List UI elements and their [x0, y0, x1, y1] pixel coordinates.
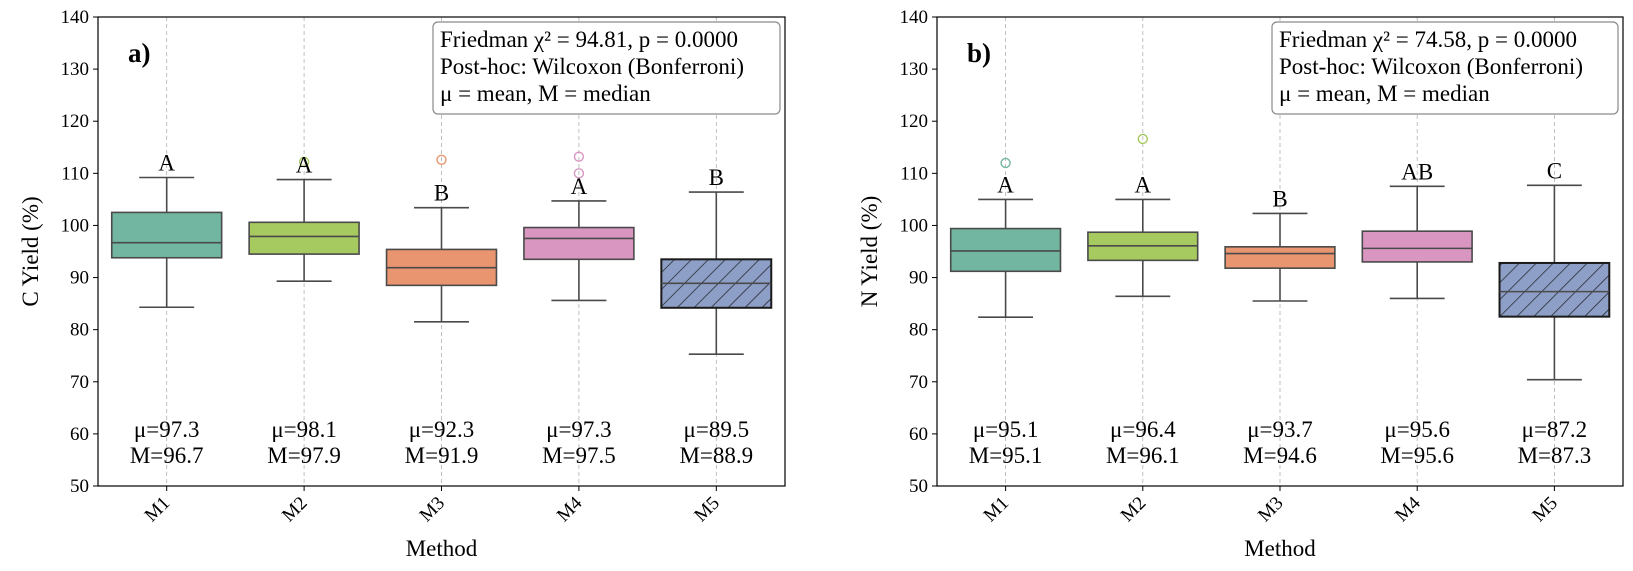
median-label-M2: M=97.9: [267, 443, 341, 468]
mean-label-M5: μ=89.5: [684, 417, 750, 442]
x-tick-label: M3: [416, 493, 450, 527]
y-tick-label: 120: [61, 111, 90, 132]
y-tick-label: 120: [900, 111, 929, 132]
y-tick-label: 100: [61, 215, 90, 236]
median-label-M4: M=95.6: [1380, 443, 1454, 468]
median-label-M3: M=94.6: [1243, 443, 1317, 468]
x-tick-label: M4: [553, 492, 587, 526]
outlier-point: [298, 156, 310, 168]
significance-letter-M1: A: [158, 151, 175, 176]
y-tick-label: 80: [909, 320, 928, 341]
y-tick-label: 70: [909, 372, 928, 393]
x-tick-label: M2: [278, 493, 312, 527]
outlier-point: [573, 168, 585, 179]
x-tick-label: M1: [980, 493, 1014, 527]
box-M4: [1361, 230, 1473, 263]
outlier-point: [573, 151, 585, 162]
box-M1: [110, 211, 223, 259]
median-label-M5: M=88.9: [679, 443, 753, 468]
median-label-M5: M=87.3: [1518, 443, 1592, 468]
mean-label-M1: μ=95.1: [973, 417, 1039, 442]
y-tick-label: 110: [900, 163, 928, 184]
significance-letter-M5: B: [709, 165, 724, 190]
y-tick-label: 140: [61, 7, 90, 28]
median-label-M3: M=91.9: [405, 443, 479, 468]
legend-box: [1271, 21, 1619, 115]
box-M4: [523, 226, 635, 261]
mean-label-M3: μ=92.3: [409, 417, 475, 442]
x-tick-label: M3: [1254, 493, 1288, 527]
y-tick-label: 130: [900, 59, 929, 80]
significance-letter-M4: A: [571, 174, 588, 199]
y-tick-label: 90: [909, 268, 928, 289]
y-tick-label: 70: [70, 372, 89, 393]
y-tick-label: 110: [61, 163, 89, 184]
legend-line: Friedman χ² = 74.58, p = 0.0000: [1279, 27, 1577, 52]
mean-label-M2: μ=96.4: [1110, 417, 1176, 442]
y-axis-title: C Yield (%): [18, 196, 43, 306]
x-axis-title: Method: [406, 536, 478, 561]
legend-line: μ = mean, M = median: [1279, 81, 1490, 106]
legend-line: μ = mean, M = median: [440, 81, 651, 106]
legend-line: Post-hoc: Wilcoxon (Bonferroni): [440, 54, 744, 79]
significance-letter-M5: C: [1547, 158, 1562, 183]
outlier-point: [436, 154, 447, 165]
significance-letter-M3: B: [1272, 186, 1287, 211]
x-tick-label: M5: [690, 493, 724, 527]
significance-letter-M4: AB: [1401, 159, 1433, 184]
mean-label-M4: μ=95.6: [1384, 417, 1450, 442]
median-label-M2: M=96.1: [1106, 443, 1180, 468]
y-tick-label: 50: [909, 476, 928, 497]
legend-line: Post-hoc: Wilcoxon (Bonferroni): [1279, 54, 1583, 79]
median-label-M1: M=96.7: [130, 443, 204, 468]
x-tick-label: M2: [1117, 493, 1151, 527]
y-tick-label: 140: [900, 7, 929, 28]
box-M3: [1224, 246, 1336, 269]
significance-letter-M2: A: [1134, 172, 1151, 197]
x-axis-title: Method: [1244, 536, 1316, 561]
y-axis-title: N Yield (%): [857, 196, 882, 308]
legend-line: Friedman χ² = 94.81, p = 0.0000: [440, 27, 738, 52]
median-label-M4: M=97.5: [542, 443, 616, 468]
y-tick-label: 80: [70, 320, 89, 341]
mean-label-M1: μ=97.3: [134, 417, 200, 442]
significance-letter-M1: A: [997, 172, 1014, 197]
box-hatch-M5: [1499, 262, 1610, 317]
outlier-point: [1137, 133, 1149, 145]
panel-label: b): [967, 38, 991, 68]
panel-a: Aμ=97.3M=96.7Aμ=98.1M=97.9Bμ=92.3M=91.9A…: [18, 7, 786, 561]
y-tick-label: 60: [909, 424, 928, 445]
y-tick-label: 130: [61, 59, 90, 80]
panel-label: a): [128, 38, 151, 68]
significance-letter-M3: B: [434, 181, 449, 206]
y-tick-label: 60: [70, 424, 89, 445]
significance-letter-M2: A: [296, 153, 313, 178]
x-tick-label: M1: [141, 493, 175, 527]
outlier-point: [1000, 157, 1011, 169]
legend-box: [432, 21, 781, 115]
mean-label-M2: μ=98.1: [271, 417, 337, 442]
box-M1: [949, 227, 1062, 273]
y-tick-label: 100: [900, 215, 929, 236]
mean-label-M3: μ=93.7: [1247, 417, 1313, 442]
median-label-M1: M=95.1: [969, 443, 1043, 468]
mean-label-M5: μ=87.2: [1522, 417, 1588, 442]
panel-b: Aμ=95.1M=95.1 Aμ=96.4M=96.1 Bμ=93.7M=94.6 A…: [857, 7, 1624, 561]
y-tick-label: 50: [70, 476, 89, 497]
mean-label-M4: μ=97.3: [546, 417, 612, 442]
y-tick-label: 90: [70, 268, 89, 289]
x-tick-label: M4: [1391, 492, 1425, 526]
x-tick-label: M5: [1528, 493, 1562, 527]
box-M2: [248, 221, 360, 255]
